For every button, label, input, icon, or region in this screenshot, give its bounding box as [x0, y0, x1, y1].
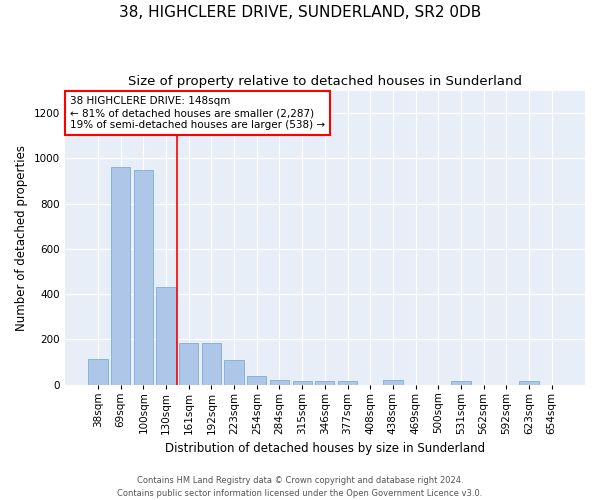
X-axis label: Distribution of detached houses by size in Sunderland: Distribution of detached houses by size …	[165, 442, 485, 455]
Bar	[202, 343, 221, 384]
Bar	[383, 380, 403, 384]
Bar	[111, 168, 130, 384]
Bar	[338, 380, 357, 384]
Bar	[224, 360, 244, 384]
Bar	[179, 343, 199, 384]
Text: 38 HIGHCLERE DRIVE: 148sqm
← 81% of detached houses are smaller (2,287)
19% of s: 38 HIGHCLERE DRIVE: 148sqm ← 81% of deta…	[70, 96, 325, 130]
Bar	[520, 380, 539, 384]
Bar	[88, 358, 107, 384]
Bar	[451, 380, 470, 384]
Bar	[270, 380, 289, 384]
Bar	[315, 380, 334, 384]
Text: Contains HM Land Registry data © Crown copyright and database right 2024.
Contai: Contains HM Land Registry data © Crown c…	[118, 476, 482, 498]
Bar	[134, 170, 153, 384]
Bar	[157, 288, 176, 384]
Bar	[293, 380, 312, 384]
Text: 38, HIGHCLERE DRIVE, SUNDERLAND, SR2 0DB: 38, HIGHCLERE DRIVE, SUNDERLAND, SR2 0DB	[119, 5, 481, 20]
Bar	[247, 376, 266, 384]
Y-axis label: Number of detached properties: Number of detached properties	[15, 144, 28, 330]
Title: Size of property relative to detached houses in Sunderland: Size of property relative to detached ho…	[128, 75, 522, 88]
